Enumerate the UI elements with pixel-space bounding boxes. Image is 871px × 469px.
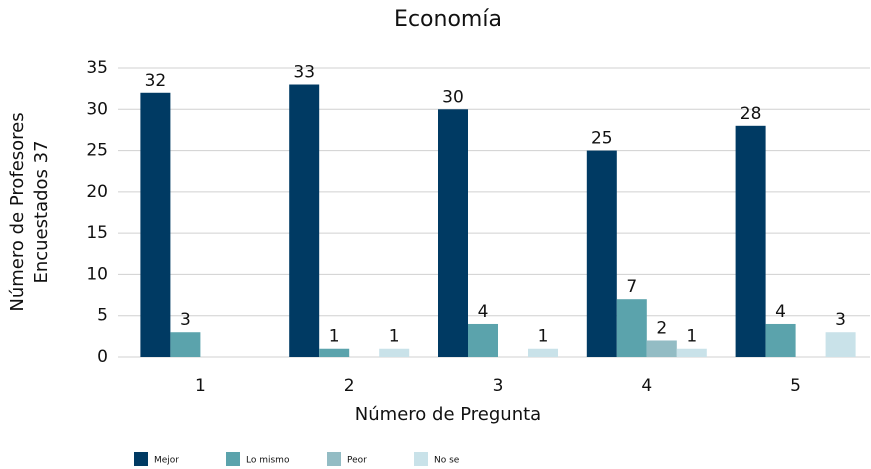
- bar: [289, 84, 320, 357]
- value-label: 33: [293, 63, 315, 83]
- chart-title: Economía: [394, 7, 502, 32]
- y-tick-label: 20: [86, 182, 108, 202]
- bar: [528, 348, 558, 357]
- bar: [468, 323, 498, 357]
- value-label: 1: [329, 327, 340, 347]
- value-label: 3: [180, 310, 191, 330]
- legend-swatch: [414, 452, 428, 466]
- value-label: 1: [389, 327, 400, 347]
- bar: [586, 150, 617, 357]
- value-label: 32: [145, 71, 167, 91]
- y-tick-label: 5: [97, 306, 108, 326]
- value-label: 28: [740, 104, 762, 124]
- value-label: 1: [686, 327, 697, 347]
- bar: [825, 332, 856, 357]
- bar: [140, 92, 171, 358]
- value-label: 4: [478, 302, 489, 322]
- y-tick-label: 10: [86, 264, 108, 284]
- value-label: 2: [656, 318, 667, 338]
- x-tick-label: 1: [195, 376, 206, 396]
- y-tick-label: 15: [86, 223, 108, 243]
- y-tick-label: 30: [86, 99, 108, 119]
- bar: [616, 299, 647, 357]
- value-label: 25: [591, 129, 613, 149]
- x-tick-label: 4: [641, 376, 652, 396]
- y-axis-label: Encuestados 37: [31, 140, 52, 283]
- legend-label: Lo mismo: [246, 456, 290, 466]
- x-tick-label: 3: [493, 376, 504, 396]
- y-tick-label: 25: [86, 141, 108, 161]
- legend-swatch: [134, 452, 148, 466]
- value-label: 4: [775, 302, 786, 322]
- legend-swatch: [327, 452, 341, 466]
- bar: [379, 348, 410, 357]
- bar: [765, 323, 796, 357]
- y-tick-label: 0: [97, 347, 108, 367]
- value-label: 7: [626, 277, 637, 297]
- bar: [735, 125, 766, 357]
- y-tick-label: 35: [86, 58, 108, 78]
- value-label: 30: [442, 87, 464, 107]
- value-label: 3: [835, 310, 846, 330]
- x-tick-label: 2: [344, 376, 355, 396]
- x-tick-label: 5: [790, 376, 801, 396]
- legend-label: Peor: [347, 456, 367, 466]
- x-axis-label: Número de Pregunta: [355, 404, 541, 425]
- bar: [646, 340, 677, 357]
- bar: [438, 109, 468, 358]
- bar: [676, 348, 707, 357]
- y-axis-label: Número de Profesores: [7, 112, 28, 311]
- legend-label: No se: [434, 456, 460, 466]
- value-label: 1: [538, 327, 549, 347]
- bar: [319, 348, 350, 357]
- legend-label: Mejor: [154, 456, 179, 466]
- bar: [170, 332, 201, 357]
- legend-swatch: [226, 452, 240, 466]
